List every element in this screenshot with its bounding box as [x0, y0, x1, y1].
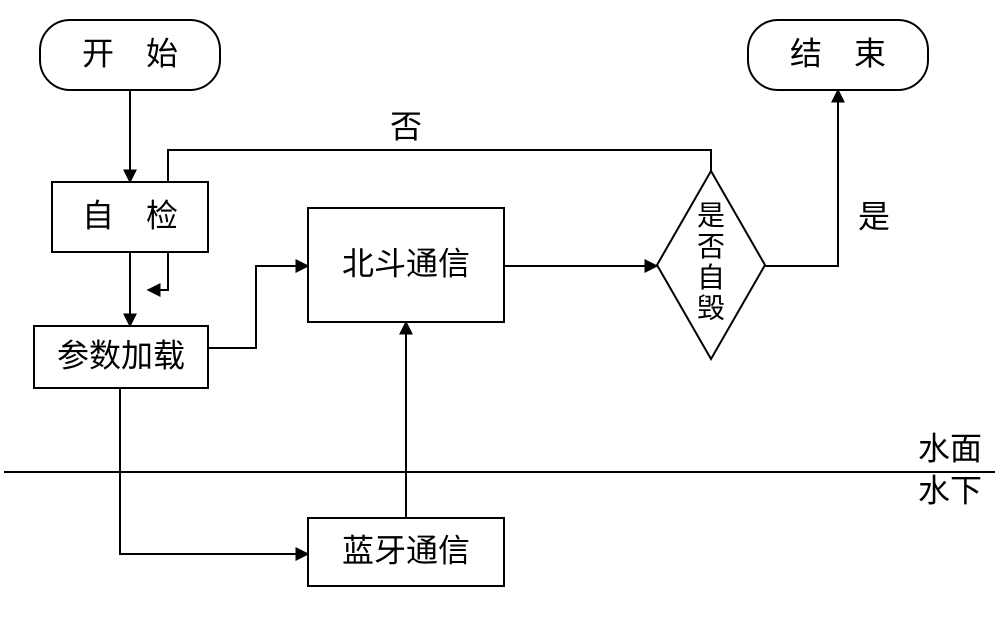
- node-end-label: 结 束: [790, 35, 886, 71]
- node-end: 结 束: [748, 20, 928, 90]
- node-bluetooth-label: 蓝牙通信: [342, 532, 470, 568]
- node-decision-label-0: 是: [697, 201, 725, 232]
- label-no: 否: [390, 108, 422, 144]
- label-underwater: 水下: [918, 472, 982, 508]
- edge-decision-yes-to-end: [765, 90, 838, 266]
- node-decision-label-2: 自: [697, 262, 725, 294]
- node-beidou: 北斗通信: [308, 208, 504, 322]
- node-start-label: 开 始: [82, 35, 178, 71]
- node-start: 开 始: [40, 20, 220, 90]
- label-yes: 是: [858, 198, 890, 234]
- node-selfcheck-label: 自 检: [82, 197, 178, 233]
- node-decision: 是否自毁: [657, 171, 765, 359]
- label-surface: 水面: [918, 430, 982, 466]
- flowchart-canvas: 开 始结 束自 检参数加载北斗通信蓝牙通信是否自毁 否是水面水下: [0, 0, 1000, 637]
- edge-loadparam-to-beidou: [208, 266, 308, 348]
- node-decision-label-1: 否: [697, 232, 725, 263]
- node-bluetooth: 蓝牙通信: [308, 518, 504, 586]
- node-loadparam-label: 参数加载: [57, 337, 185, 373]
- node-loadparam: 参数加载: [34, 326, 208, 388]
- node-decision-label-3: 毁: [697, 294, 725, 325]
- node-selfcheck: 自 检: [52, 182, 208, 252]
- node-beidou-label: 北斗通信: [342, 245, 470, 281]
